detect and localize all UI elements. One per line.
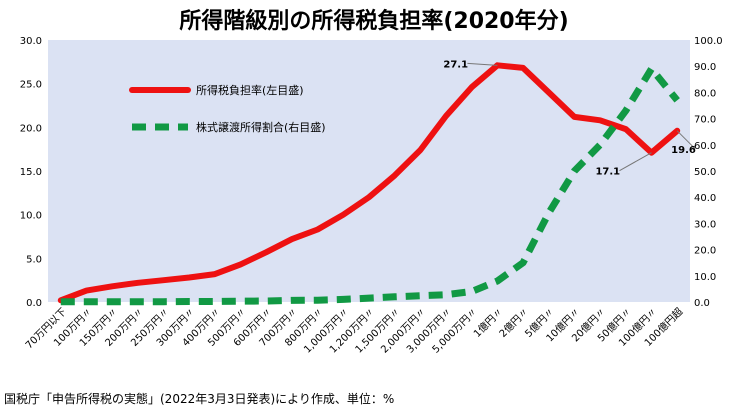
left-tick-label: 20.0 [20,123,42,134]
left-tick-label: 5.0 [26,254,42,265]
data-label-leader [676,130,696,150]
source-note: 国税庁「申告所得税の実態」(2022年3月3日発表)により作成、単位：% [4,392,395,406]
data-label: 27.1 [443,59,468,70]
data-label-leader [619,152,652,172]
x-axis: 70万円以下100万円〃150万円〃200万円〃250万円〃300万円〃400万… [24,305,685,356]
right-tick-label: 50.0 [694,167,716,178]
series-line-0 [57,62,681,304]
data-labels: 27.1 17.1 19.6 [443,59,695,177]
left-tick-label: 10.0 [20,211,42,222]
right-tick-label: 10.0 [694,272,716,283]
data-label-leader [467,62,498,66]
right-tick-label: 60.0 [694,141,716,152]
left-tick-label: 0.0 [26,298,42,309]
series-lines [57,62,681,306]
left-axis: 0.0 5.0 10.0 15.0 20.0 25.0 30.0 [20,36,42,309]
plot-area [48,40,690,302]
data-label: 19.6 [671,145,696,156]
left-tick-label: 15.0 [20,167,42,178]
right-tick-label: 30.0 [694,219,716,230]
right-tick-label: 40.0 [694,193,716,204]
legend-label-tax-rate: 所得税負担率(左目盛) [196,83,304,97]
chart-title: 所得階級別の所得税負担率(2020年分) [179,8,568,34]
right-tick-label: 80.0 [694,88,716,99]
legend-label-stock-share: 株式譲渡所得割合(右目盛) [196,120,326,134]
data-label: 17.1 [595,167,620,178]
series-line-1 [60,65,680,306]
left-tick-label: 25.0 [20,80,42,91]
legend: 所得税負担率(左目盛) 株式譲渡所得割合(右目盛) [129,83,326,134]
left-tick-label: 30.0 [20,36,42,47]
right-axis: 0.0 10.0 20.0 30.0 40.0 50.0 60.0 70.0 80.0 90.0 1… [694,36,723,309]
right-tick-label: 100.0 [694,36,723,47]
right-tick-label: 90.0 [694,62,716,73]
right-tick-label: 70.0 [694,115,716,126]
right-tick-label: 20.0 [694,246,716,257]
right-tick-label: 0.0 [694,298,710,309]
